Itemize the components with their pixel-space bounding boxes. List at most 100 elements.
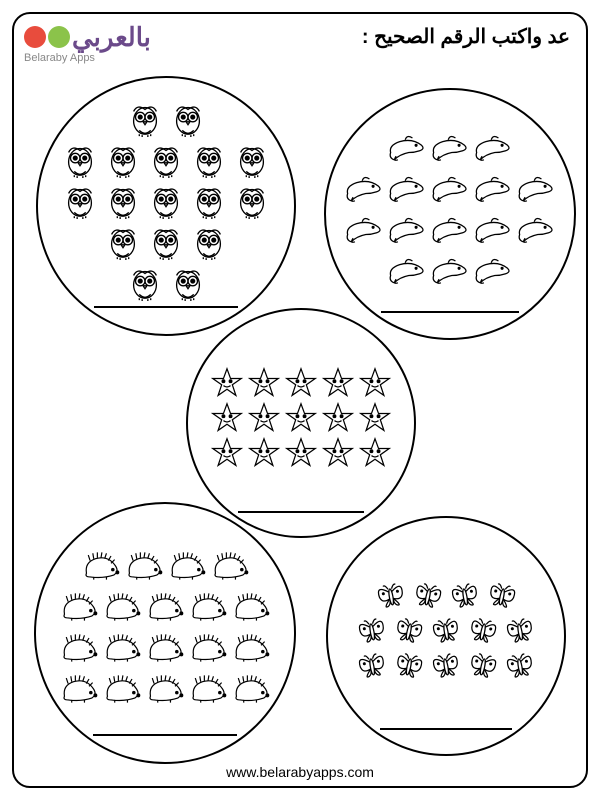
butterfly-icon bbox=[500, 613, 539, 650]
star-icon bbox=[284, 367, 318, 399]
star-icon bbox=[358, 367, 392, 399]
circle-hedgehogs bbox=[34, 502, 296, 764]
hedgehog-icon bbox=[231, 629, 271, 667]
butterfly-icon bbox=[352, 613, 391, 650]
hedgehog-icon bbox=[231, 670, 271, 708]
butterfly-icon bbox=[426, 648, 465, 685]
butterfly-icon bbox=[463, 612, 503, 650]
owl-icon bbox=[125, 100, 165, 138]
star-icon bbox=[358, 402, 392, 434]
owl-icon bbox=[232, 141, 272, 179]
star-icon bbox=[284, 437, 318, 469]
dolphin-icon bbox=[387, 129, 427, 167]
star-icon bbox=[247, 402, 281, 434]
logo-mark: بالعربي bbox=[24, 24, 151, 50]
dolphin-icon bbox=[473, 211, 513, 249]
owl-icon bbox=[168, 100, 208, 138]
butterfly-icon bbox=[371, 578, 410, 615]
logo-text: بالعربي bbox=[72, 24, 151, 50]
owl-icon bbox=[146, 182, 186, 220]
hedgehog-icon bbox=[59, 629, 99, 667]
circle-dolphins bbox=[324, 88, 576, 340]
dolphin-icon bbox=[430, 170, 470, 208]
logo-dot-red bbox=[24, 26, 46, 48]
items-owls bbox=[58, 104, 273, 299]
logo-subtext: Belaraby Apps bbox=[24, 52, 95, 64]
dolphin-icon bbox=[344, 170, 384, 208]
dolphin-icon bbox=[473, 129, 513, 167]
owl-icon bbox=[168, 264, 208, 302]
star-icon bbox=[247, 367, 281, 399]
butterfly-icon bbox=[389, 647, 429, 685]
circle-owls bbox=[36, 76, 296, 336]
hedgehog-icon bbox=[124, 547, 164, 585]
butterfly-icon bbox=[426, 613, 465, 650]
owl-icon bbox=[103, 182, 143, 220]
star-icon bbox=[284, 402, 318, 434]
star-icon bbox=[210, 437, 244, 469]
hedgehog-icon bbox=[81, 547, 121, 585]
dolphin-icon bbox=[473, 252, 513, 290]
butterfly-icon bbox=[389, 612, 429, 650]
hedgehog-icon bbox=[145, 629, 185, 667]
items-dolphins bbox=[346, 115, 554, 303]
hedgehog-icon bbox=[210, 547, 250, 585]
owl-icon bbox=[189, 182, 229, 220]
owl-icon bbox=[146, 141, 186, 179]
circle-stars bbox=[186, 308, 416, 538]
worksheet-frame: بالعربي Belaraby Apps عد واكتب الرقم الص… bbox=[12, 12, 588, 788]
hedgehog-icon bbox=[102, 670, 142, 708]
star-icon bbox=[358, 437, 392, 469]
hedgehog-icon bbox=[145, 670, 185, 708]
dolphin-icon bbox=[430, 211, 470, 249]
hedgehog-icon bbox=[145, 588, 185, 626]
dolphin-icon bbox=[387, 211, 427, 249]
hedgehog-icon bbox=[167, 547, 207, 585]
owl-icon bbox=[146, 223, 186, 261]
star-icon bbox=[321, 367, 355, 399]
butterfly-icon bbox=[445, 578, 484, 615]
dolphin-icon bbox=[387, 170, 427, 208]
answer-line-butterflies[interactable] bbox=[380, 728, 512, 730]
owl-icon bbox=[60, 141, 100, 179]
dolphin-icon bbox=[430, 129, 470, 167]
hedgehog-icon bbox=[59, 670, 99, 708]
owl-icon bbox=[189, 223, 229, 261]
hedgehog-icon bbox=[102, 629, 142, 667]
butterfly-icon bbox=[463, 647, 503, 685]
owl-icon bbox=[125, 264, 165, 302]
owl-icon bbox=[103, 141, 143, 179]
worksheet-title: عد واكتب الرقم الصحيح : bbox=[362, 24, 576, 49]
dolphin-icon bbox=[473, 170, 513, 208]
hedgehog-icon bbox=[188, 588, 228, 626]
dolphin-icon bbox=[516, 170, 556, 208]
circle-butterflies bbox=[326, 516, 566, 756]
butterfly-icon bbox=[352, 648, 391, 685]
items-hedgehogs bbox=[57, 530, 274, 726]
hedgehog-icon bbox=[188, 670, 228, 708]
star-icon bbox=[247, 437, 281, 469]
owl-icon bbox=[60, 182, 100, 220]
hedgehog-icon bbox=[231, 588, 271, 626]
owl-icon bbox=[232, 182, 272, 220]
answer-line-dolphins[interactable] bbox=[381, 311, 520, 313]
dolphin-icon bbox=[387, 252, 427, 290]
hedgehog-icon bbox=[102, 588, 142, 626]
answer-line-hedgehogs[interactable] bbox=[93, 734, 238, 736]
footer-url: www.belarabyapps.com bbox=[14, 764, 586, 780]
logo: بالعربي Belaraby Apps bbox=[24, 24, 151, 64]
owl-icon bbox=[189, 141, 229, 179]
hedgehog-icon bbox=[59, 588, 99, 626]
answer-line-stars[interactable] bbox=[238, 511, 365, 513]
dolphin-icon bbox=[344, 211, 384, 249]
butterfly-icon bbox=[482, 577, 522, 615]
header: بالعربي Belaraby Apps عد واكتب الرقم الص… bbox=[24, 24, 576, 64]
star-icon bbox=[321, 402, 355, 434]
star-icon bbox=[210, 402, 244, 434]
star-icon bbox=[321, 437, 355, 469]
butterfly-icon bbox=[408, 577, 448, 615]
circles-container bbox=[24, 72, 576, 752]
dolphin-icon bbox=[430, 252, 470, 290]
star-icon bbox=[210, 367, 244, 399]
answer-line-owls[interactable] bbox=[94, 306, 237, 308]
